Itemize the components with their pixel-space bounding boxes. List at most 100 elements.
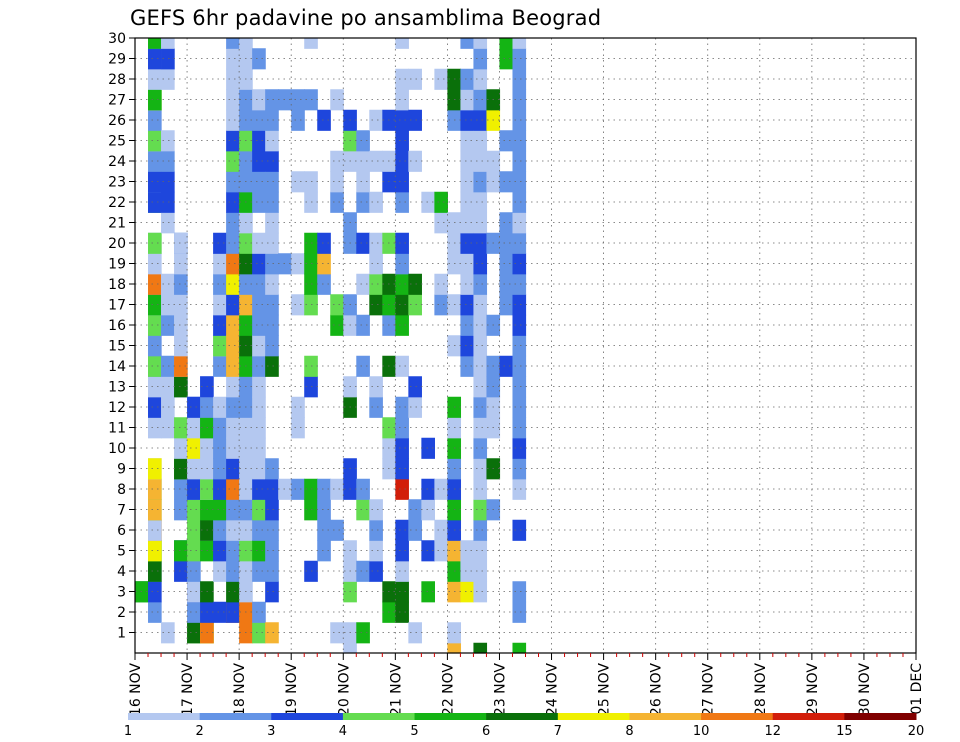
heatmap-cell: [265, 150, 279, 172]
heatmap-cell: [317, 253, 331, 275]
heatmap-cell: [473, 417, 488, 439]
legend-swatch: [844, 713, 917, 720]
heatmap-cell: [369, 150, 383, 172]
heatmap-cell: [473, 68, 488, 90]
heatmap-cell: [369, 294, 383, 316]
heatmap-cell: [408, 150, 422, 172]
heatmap-cell: [356, 191, 370, 213]
y-tick-label: 7: [117, 503, 126, 519]
heatmap-cell: [512, 171, 527, 193]
heatmap-cell: [174, 335, 188, 357]
heatmap-cell: [148, 376, 162, 398]
heatmap-cell: [252, 499, 266, 521]
heatmap-cell: [161, 314, 175, 336]
y-tick-label: 11: [108, 421, 126, 437]
heatmap-cell: [395, 581, 409, 603]
y-tick-label: 30: [108, 31, 126, 47]
x-tick-label: 29 NOV: [805, 663, 821, 717]
x-tick-label: 01 DEC: [909, 663, 925, 715]
heatmap-cell: [512, 130, 527, 152]
heatmap-cell: [408, 109, 422, 131]
heatmap-cell: [512, 89, 527, 111]
heatmap-cell: [356, 622, 370, 644]
heatmap-cell: [473, 273, 488, 295]
heatmap-cell: [265, 540, 279, 562]
legend-swatch: [557, 713, 630, 720]
heatmap-cell: [460, 335, 475, 357]
heatmap-cell: [213, 396, 227, 418]
heatmap-cell: [499, 232, 514, 254]
heatmap-cell: [499, 171, 514, 193]
heatmap-cell: [408, 519, 422, 541]
heatmap-cell: [473, 89, 488, 111]
x-tick-label: 24 NOV: [545, 663, 561, 717]
heatmap-cell: [174, 417, 188, 439]
heatmap-cell: [252, 622, 266, 644]
y-tick-label: 14: [108, 359, 126, 375]
heatmap-cell: [369, 560, 383, 582]
heatmap-cell: [512, 396, 527, 418]
heatmap-cell: [356, 560, 370, 582]
heatmap-cell: [265, 171, 279, 193]
heatmap-cell: [460, 150, 475, 172]
heatmap-cell: [161, 38, 175, 49]
y-tick-label: 24: [108, 154, 126, 170]
heatmap-cell: [187, 560, 201, 582]
y-tick-label: 12: [108, 400, 126, 416]
heatmap-cell: [356, 171, 370, 193]
heatmap-cell: [330, 294, 344, 316]
heatmap-cell: [512, 458, 527, 480]
heatmap-cell: [148, 48, 162, 70]
heatmap-cell: [174, 458, 188, 480]
heatmap-cell: [356, 314, 370, 336]
heatmap-cell: [148, 314, 162, 336]
heatmap-cell: [148, 89, 162, 111]
heatmap-cell: [265, 273, 279, 295]
heatmap-cell: [252, 540, 266, 562]
y-tick-label: 16: [108, 318, 126, 334]
heatmap-cell: [148, 458, 162, 480]
heatmap-cell: [252, 130, 266, 152]
heatmap-cell: [252, 355, 266, 377]
heatmap-cell: [148, 601, 162, 623]
legend-label: 10: [693, 724, 710, 739]
heatmap-cell: [499, 48, 514, 70]
y-tick-label: 23: [108, 175, 126, 191]
heatmap-cell: [356, 150, 370, 172]
heatmap-cell: [512, 519, 527, 541]
heatmap-cell: [213, 253, 227, 275]
heatmap-cell: [226, 253, 240, 275]
y-tick-label: 5: [117, 544, 126, 560]
heatmap-cell: [512, 253, 527, 275]
y-tick-label: 18: [108, 277, 126, 293]
heatmap-cell: [213, 294, 227, 316]
heatmap-cell: [460, 191, 475, 213]
heatmap-cell: [226, 294, 240, 316]
heatmap-cell: [187, 478, 201, 500]
heatmap-cell: [265, 253, 279, 275]
heatmap-cell: [265, 355, 279, 377]
heatmap-cell: [499, 38, 514, 49]
heatmap-cell: [252, 396, 266, 418]
heatmap-cell: [473, 212, 488, 234]
heatmap-cell: [265, 560, 279, 582]
heatmap-cell: [330, 519, 344, 541]
heatmap-cell: [148, 335, 162, 357]
heatmap-cell: [265, 519, 279, 541]
heatmap-cell: [473, 642, 488, 654]
heatmap-cell: [317, 540, 331, 562]
heatmap-cell: [499, 355, 514, 377]
heatmap-cell: [252, 335, 266, 357]
x-tick-label: 28 NOV: [753, 663, 769, 717]
heatmap-cell: [174, 499, 188, 521]
heatmap-cell: [395, 232, 409, 254]
heatmap-cell: [473, 396, 488, 418]
heatmap-cell: [512, 417, 527, 439]
heatmap-cell: [434, 191, 448, 213]
heatmap-cell: [473, 294, 488, 316]
y-tick-label: 2: [117, 605, 126, 621]
heatmap-cell: [473, 232, 488, 254]
heatmap-cell: [265, 232, 279, 254]
heatmap-cell: [226, 519, 240, 541]
heatmap-cell: [369, 499, 383, 521]
